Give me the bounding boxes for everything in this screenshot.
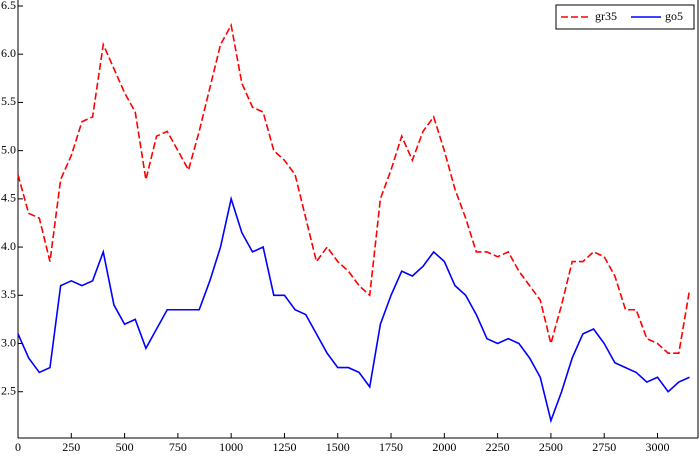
- x-tick-label: 2250: [486, 440, 510, 454]
- legend-label: gr35: [595, 9, 617, 23]
- legend-label: go5: [665, 9, 683, 23]
- y-tick-label: 3.0: [1, 335, 16, 349]
- x-tick-label: 2750: [592, 440, 616, 454]
- y-tick-label: 5.0: [1, 142, 16, 156]
- y-tick-label: 6.0: [1, 46, 16, 60]
- line-series: [17, 22, 691, 354]
- x-tick-label: 1500: [326, 440, 350, 454]
- x-tick-label: 500: [116, 440, 134, 454]
- x-tick-label: 2500: [539, 440, 563, 454]
- legend-box: [555, 4, 695, 30]
- x-tick-label: 750: [169, 440, 187, 454]
- x-tick-label: 250: [62, 440, 80, 454]
- line-series: [17, 195, 690, 424]
- x-tick-label: 2000: [432, 440, 456, 454]
- y-tick-label: 4.0: [1, 239, 16, 253]
- y-tick-label: 2.5: [1, 383, 16, 397]
- y-tick-label: 6.5: [1, 0, 16, 12]
- y-tick-label: 5.5: [1, 94, 16, 108]
- x-tick-label: 1250: [272, 440, 296, 454]
- x-tick-label: 1750: [379, 440, 403, 454]
- y-tick-label: 4.5: [1, 191, 16, 205]
- y-tick-label: 3.5: [1, 287, 16, 301]
- x-tick-label: 1000: [219, 440, 243, 454]
- x-tick-label: 3000: [645, 440, 669, 454]
- x-tick-label: 0: [15, 440, 21, 454]
